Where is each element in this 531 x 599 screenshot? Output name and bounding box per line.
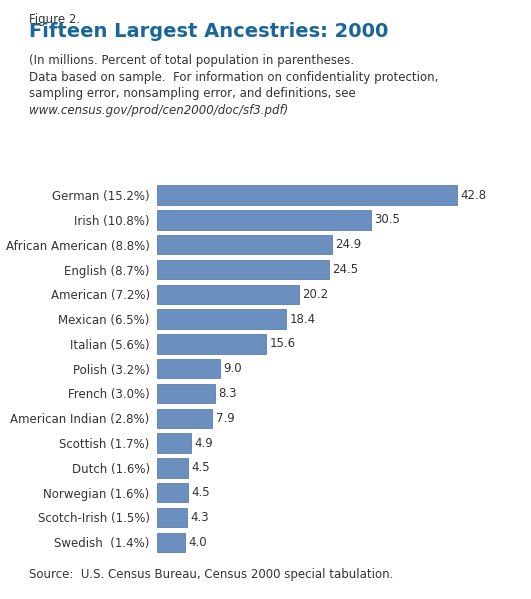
Text: 24.5: 24.5	[332, 263, 358, 276]
Text: 4.5: 4.5	[192, 461, 210, 474]
Text: 9.0: 9.0	[224, 362, 242, 375]
Text: Fifteen Largest Ancestries: 2000: Fifteen Largest Ancestries: 2000	[29, 22, 389, 41]
Bar	[157, 285, 298, 304]
Bar	[157, 483, 189, 503]
Text: 15.6: 15.6	[270, 337, 296, 350]
Text: 4.0: 4.0	[189, 536, 207, 549]
Text: Source:  U.S. Census Bureau, Census 2000 special tabulation.: Source: U.S. Census Bureau, Census 2000 …	[29, 568, 393, 581]
Bar	[157, 210, 371, 229]
Bar	[157, 260, 329, 279]
Text: 30.5: 30.5	[374, 213, 400, 226]
Text: 4.9: 4.9	[194, 437, 213, 450]
Text: 24.9: 24.9	[335, 238, 361, 251]
Text: 20.2: 20.2	[302, 288, 328, 301]
Bar	[157, 186, 457, 205]
Text: Figure 2.: Figure 2.	[29, 13, 80, 26]
Bar	[157, 409, 212, 428]
Bar	[157, 334, 266, 353]
Text: sampling error, nonsampling error, and definitions, see: sampling error, nonsampling error, and d…	[29, 87, 356, 101]
Text: (In millions. Percent of total population in parentheses.: (In millions. Percent of total populatio…	[29, 54, 354, 67]
Bar	[157, 235, 331, 255]
Text: 42.8: 42.8	[461, 189, 487, 202]
Text: 4.5: 4.5	[192, 486, 210, 499]
Text: Data based on sample.  For information on confidentiality protection,: Data based on sample. For information on…	[29, 71, 439, 84]
Bar	[157, 533, 185, 552]
Text: www.census.gov/prod/cen2000/doc/sf3.pdf): www.census.gov/prod/cen2000/doc/sf3.pdf)	[29, 104, 288, 117]
Text: 8.3: 8.3	[218, 387, 237, 400]
Bar	[157, 458, 189, 477]
Bar	[157, 434, 191, 453]
Bar	[157, 359, 220, 379]
Text: 18.4: 18.4	[289, 313, 315, 326]
Text: 7.9: 7.9	[216, 412, 234, 425]
Bar	[157, 384, 215, 403]
Bar	[157, 508, 187, 527]
Text: 4.3: 4.3	[190, 511, 209, 524]
Bar	[157, 310, 286, 329]
